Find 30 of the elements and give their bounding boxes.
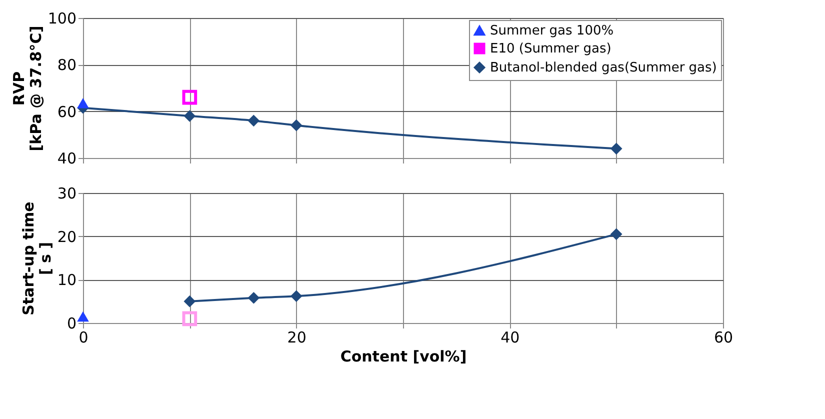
y-axis-title: RVP [kPa @ 37.8°C] <box>10 26 45 152</box>
legend-label: E10 (Summer gas) <box>490 42 612 56</box>
x-axis-title: Content [vol%] <box>340 348 467 366</box>
point <box>182 90 198 105</box>
y-tick-label: 60 <box>57 102 76 121</box>
point <box>184 295 196 308</box>
point <box>610 142 622 155</box>
point <box>610 228 622 240</box>
x-tick-label: 60 <box>714 328 734 346</box>
point <box>77 98 89 108</box>
x-tick-label: 40 <box>500 328 520 346</box>
y-tick-label: 40 <box>57 150 76 168</box>
y-tick-label: 30 <box>57 184 76 202</box>
legend-label: Butanol-blended gas(Summer gas) <box>490 60 717 76</box>
point <box>248 292 260 304</box>
point <box>184 110 196 122</box>
point <box>182 311 198 326</box>
point <box>290 290 302 302</box>
x-tick-label: 0 <box>78 328 88 346</box>
point <box>77 311 89 322</box>
y-tick-label: 80 <box>57 56 76 74</box>
y-tick-label: 0 <box>66 314 76 332</box>
y-tick-label: 10 <box>57 271 76 290</box>
y-axis-title: Start-up time [ s ] <box>19 202 54 316</box>
y-tick-label: 100 <box>48 10 76 28</box>
legend-label: Summer gas 100% <box>490 24 614 38</box>
point <box>248 114 260 127</box>
x-tick-label: 20 <box>287 328 306 346</box>
point <box>290 119 302 132</box>
y-tick-label: 20 <box>57 228 76 246</box>
